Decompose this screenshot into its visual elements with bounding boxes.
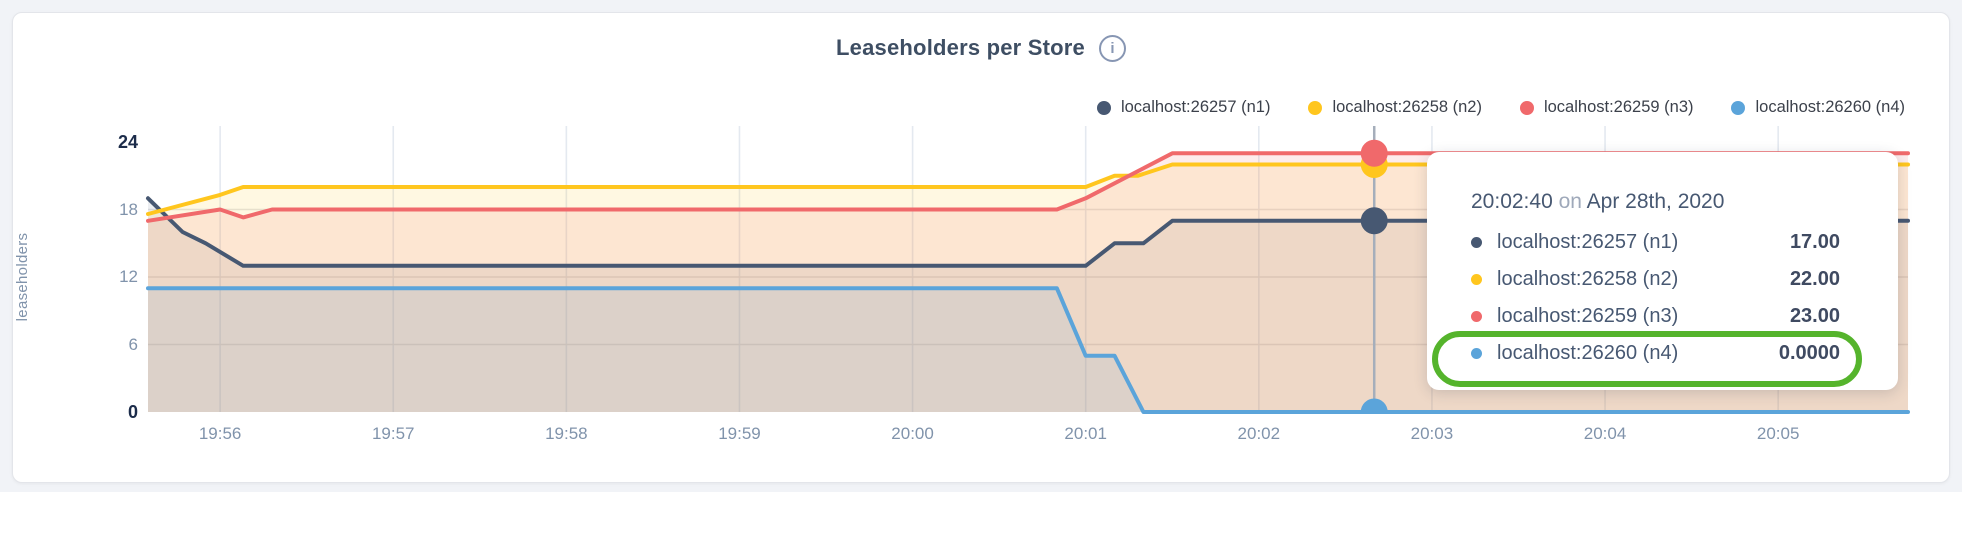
legend-label: localhost:26260 (n4) <box>1755 98 1905 116</box>
series-line-1 <box>146 196 1910 268</box>
y-tick-label: 18 <box>119 199 138 219</box>
y-tick-label: 0 <box>127 402 138 422</box>
series-line-3 <box>146 151 1910 223</box>
tooltip-series-dot-icon <box>1471 274 1482 285</box>
hover-tooltip: 20:02:40 on Apr 28th, 2020 localhost:262… <box>1427 152 1898 390</box>
y-axis-label: leaseholders <box>14 232 31 322</box>
x-tick-label: 19:58 <box>545 424 588 443</box>
chart-header: Leaseholders per Store i <box>0 30 1962 66</box>
tooltip-series-value: 23.00 <box>1789 305 1840 327</box>
legend-dot-icon <box>1096 100 1111 115</box>
tooltip-series-dot-icon <box>1471 237 1482 248</box>
legend-label: localhost:26257 (n1) <box>1120 98 1271 116</box>
series-line-4 <box>146 286 1910 414</box>
chart-title: Leaseholders per Store <box>836 35 1085 60</box>
x-tick-label: 20:03 <box>1410 424 1454 443</box>
tooltip-series-label: localhost:26260 (n4) <box>1497 342 1679 364</box>
x-tick-label: 19:59 <box>718 424 761 443</box>
legend-dot-icon <box>1308 100 1323 115</box>
y-tick-label: 24 <box>117 132 138 152</box>
tooltip-date-text: Apr 28th, 2020 <box>1586 190 1725 213</box>
y-tick-label: 6 <box>128 334 138 354</box>
x-tick-label: 19:57 <box>371 424 415 443</box>
hover-dot-4 <box>1360 398 1388 413</box>
tooltip-row-n3: localhost:26259 (n3) 23.00 <box>1471 298 1840 335</box>
tooltip-row-n1: localhost:26257 (n1) 17.00 <box>1471 224 1840 261</box>
legend-label: localhost:26258 (n2) <box>1332 98 1482 116</box>
tooltip-rows: localhost:26257 (n1) 17.00 localhost:26258… <box>1471 224 1840 372</box>
legend: localhost:26257 (n1) localhost:26258 (n2)… <box>1096 98 1905 117</box>
hover-dot-3 <box>1360 139 1388 167</box>
x-tick-label: 20:05 <box>1756 424 1800 443</box>
tooltip-on-word: on <box>1558 190 1582 213</box>
x-tick-label: 20:00 <box>891 424 934 443</box>
tooltip-series-value: 17.00 <box>1789 231 1840 253</box>
tooltip-series-value: 22.00 <box>1789 268 1840 290</box>
tooltip-series-label: localhost:26257 (n1) <box>1497 231 1679 253</box>
series-line-2 <box>146 162 1910 216</box>
series-area-4 <box>148 288 1908 412</box>
hover-dot-1 <box>1360 207 1388 235</box>
tooltip-series-label: localhost:26259 (n3) <box>1497 305 1679 327</box>
x-tick-label: 20:02 <box>1237 424 1281 443</box>
x-tick-label: 20:01 <box>1064 424 1107 443</box>
x-tick-label: 19:56 <box>198 424 242 443</box>
tooltip-series-value: 0.0000 <box>1778 342 1840 364</box>
legend-dot-icon <box>1519 100 1534 115</box>
legend-item-n3: localhost:26259 (n3) <box>1519 98 1694 117</box>
y-tick-label: 12 <box>119 267 138 286</box>
tooltip-time: 20:02:40 <box>1471 190 1553 213</box>
tooltip-series-label: localhost:26258 (n2) <box>1497 268 1679 290</box>
x-tick-label: 20:04 <box>1583 424 1627 443</box>
tooltip-row-n4: localhost:26260 (n4) 0.0000 <box>1471 335 1840 372</box>
info-icon[interactable]: i <box>1098 34 1126 62</box>
legend-item-n2: localhost:26258 (n2) <box>1308 98 1482 117</box>
tooltip-row-n2: localhost:26258 (n2) 22.00 <box>1471 261 1840 298</box>
tooltip-series-dot-icon <box>1471 311 1482 322</box>
legend-label: localhost:26259 (n3) <box>1543 98 1694 116</box>
tooltip-header: 20:02:40 on Apr 28th, 2020 <box>1471 188 1840 216</box>
legend-item-n4: localhost:26260 (n4) <box>1731 98 1905 117</box>
legend-item-n1: localhost:26257 (n1) <box>1096 98 1271 117</box>
tooltip-series-dot-icon <box>1471 348 1482 359</box>
legend-dot-icon <box>1731 100 1746 115</box>
